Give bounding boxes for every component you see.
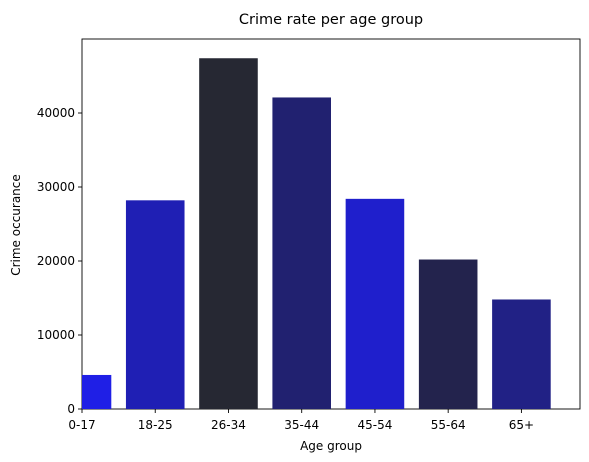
bar-18-25 [125, 200, 185, 409]
y-tick-label: 20000 [37, 254, 75, 268]
chart-title: Crime rate per age group [239, 12, 423, 28]
y-tick-label: 0 [67, 402, 75, 416]
bar-26-34 [199, 58, 258, 410]
bar-65+ [492, 299, 551, 409]
y-tick-label: 10000 [37, 328, 75, 342]
y-tick-label: 30000 [37, 180, 75, 194]
x-axis: 0-17 18-25 26-34 35-44 45-54 55-64 65+ [68, 409, 534, 432]
x-tick-label: 65+ [509, 418, 534, 432]
x-axis-label: Age group [300, 439, 362, 453]
x-tick-label: 18-25 [138, 418, 173, 432]
bars [82, 58, 551, 410]
x-tick-label: 0-17 [68, 418, 95, 432]
bar-35-44 [272, 97, 331, 410]
x-tick-label: 26-34 [211, 418, 246, 432]
bar-0-17 [82, 374, 112, 409]
x-tick-label: 35-44 [284, 418, 319, 432]
x-tick-label: 55-64 [431, 418, 466, 432]
y-tick-label: 40000 [37, 106, 75, 120]
y-axis-label: Crime occurance [9, 174, 23, 276]
y-axis: 0 10000 20000 30000 40000 [37, 106, 82, 416]
bar-45-54 [345, 198, 405, 409]
x-tick-label: 45-54 [358, 418, 393, 432]
bar-55-64 [418, 259, 478, 409]
